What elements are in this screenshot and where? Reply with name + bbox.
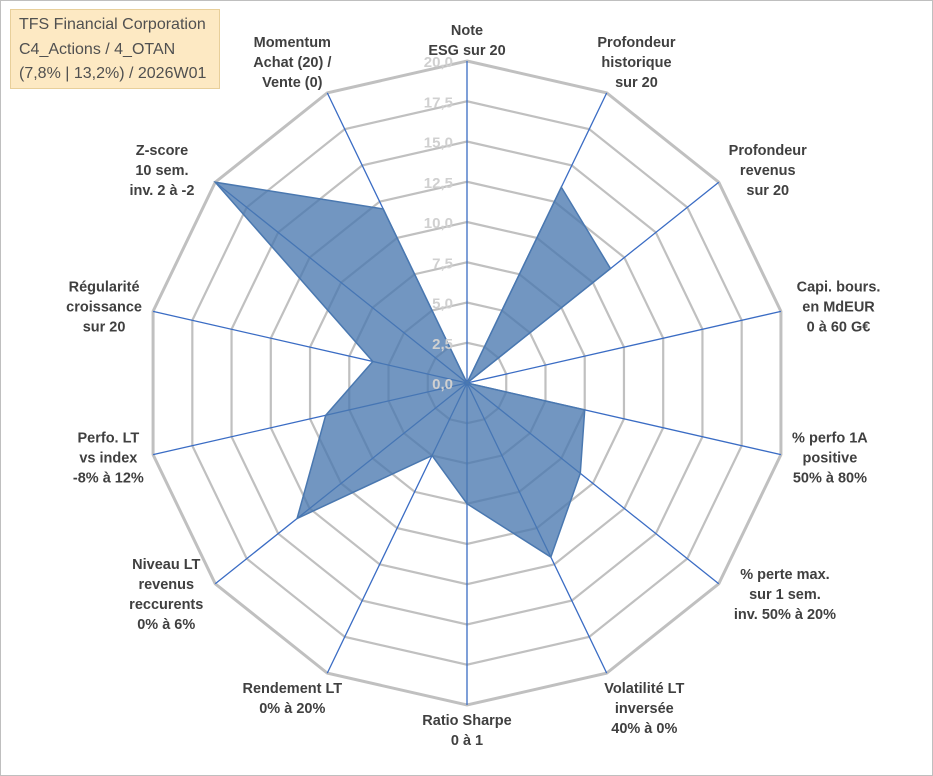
tick-label-4: 10,0 (424, 215, 453, 232)
axis-label-3: Capi. bours. en MdEUR 0 à 60 G€ (797, 279, 881, 335)
radar-axis-labels: Note ESG sur 20 Profondeur historique sur 20… (66, 23, 880, 749)
chart-info-box: TFS Financial Corporation C4_Actions / 4… (10, 9, 220, 89)
axis-label-5: % perte max. sur 1 sem. inv. 50% à 20% (734, 567, 836, 623)
axis-spoke-3 (466, 310, 782, 384)
axis-label-12: Z-score 10 sem. inv. 2 à -2 (129, 143, 194, 199)
axis-label-13: Momentum Achat (20) / Vente (0) (253, 35, 331, 91)
period-label: (7,8% | 13,2%) / 2026W01 (19, 65, 207, 82)
tick-label-8: 20,0 (424, 54, 453, 71)
radar-tick-labels: 0,0 2,5 5,0 7,5 10,0 12,5 15,0 17,5 20,0 (424, 54, 453, 393)
radar-series (213, 181, 612, 559)
axis-label-11: Régularité croissance sur 20 (66, 279, 142, 335)
tick-label-1: 2,5 (432, 336, 453, 353)
tick-label-5: 12,5 (424, 175, 453, 192)
axis-label-4: % perfo 1A positive 50% à 80% (792, 431, 868, 487)
axis-label-6: Volatilité LT inversée 40% à 0% (604, 681, 684, 737)
tick-label-6: 15,0 (424, 135, 453, 152)
category-label: C4_Actions / 4_OTAN (19, 40, 176, 58)
tick-label-2: 5,0 (432, 296, 453, 313)
tick-label-3: 7,5 (432, 255, 453, 272)
series-area-0 (213, 181, 612, 559)
company-name: TFS Financial Corporation (19, 16, 206, 33)
axis-label-10: Perfo. LT vs index -8% à 12% (73, 431, 144, 487)
axis-label-1: Profondeur historique sur 20 (597, 35, 675, 91)
axis-label-2: Profondeur revenus sur 20 (729, 143, 807, 199)
axis-label-0: Note ESG sur 20 (428, 23, 505, 59)
tick-label-7: 17,5 (424, 94, 453, 111)
tick-label-0: 0,0 (432, 376, 453, 393)
axis-label-9: Niveau LT revenus reccurents 0% à 6% (129, 557, 203, 633)
axis-label-8: Rendement LT 0% à 20% (242, 681, 342, 717)
axis-label-7: Ratio Sharpe 0 à 1 (422, 713, 511, 749)
